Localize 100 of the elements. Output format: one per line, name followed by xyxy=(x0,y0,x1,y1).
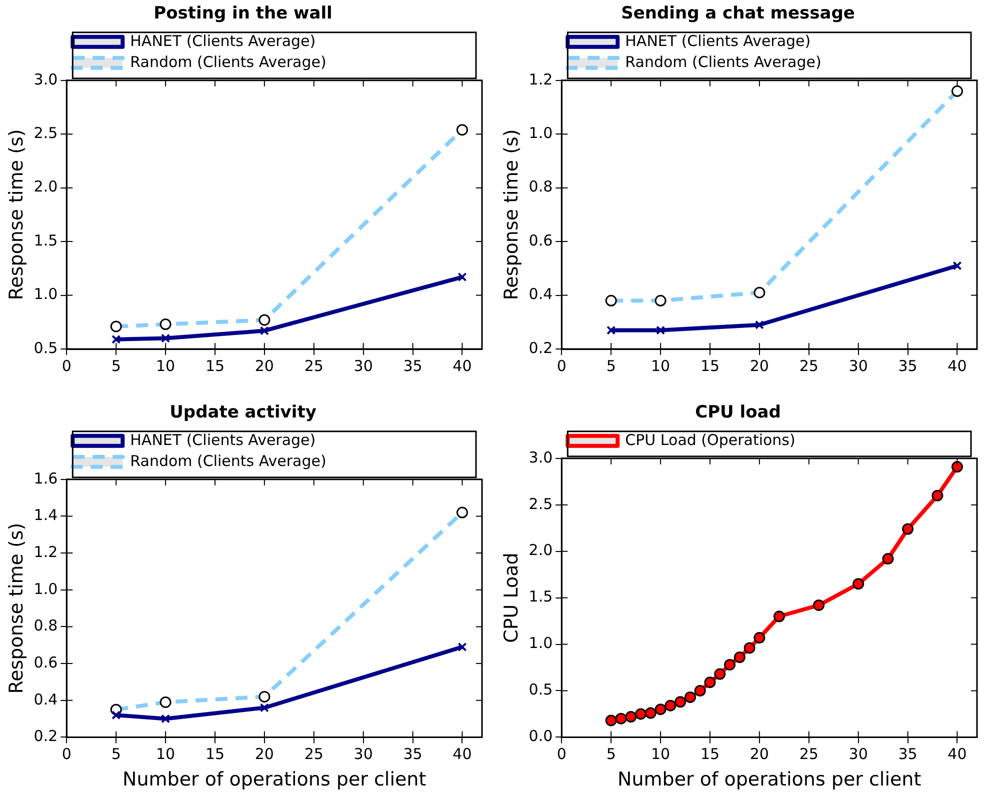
x-tick-label: 20 xyxy=(750,356,769,375)
chart-title: Update activity xyxy=(170,402,316,423)
x-tick-label: 5 xyxy=(606,745,616,764)
x-tick-label: 5 xyxy=(606,356,616,375)
x-tick-label: 35 xyxy=(403,356,422,375)
legend-label: Random (Clients Average) xyxy=(625,52,822,71)
point xyxy=(635,708,647,720)
y-axis-title: CPU Load xyxy=(500,552,522,643)
chart-title: Posting in the wall xyxy=(154,4,332,24)
x-tick-label: 40 xyxy=(948,356,967,375)
x-tick-label: 0 xyxy=(62,356,72,375)
point xyxy=(734,652,746,664)
point xyxy=(694,684,706,696)
point xyxy=(260,326,269,336)
x-tick-label: 15 xyxy=(205,745,225,764)
x-tick-label: 5 xyxy=(111,745,121,764)
point xyxy=(654,704,666,716)
y-tick-label: 0.6 xyxy=(34,653,58,672)
point xyxy=(852,578,864,590)
x-tick-label: 20 xyxy=(254,356,274,375)
point xyxy=(656,326,666,335)
x-tick-label: 30 xyxy=(848,356,868,375)
x-tick-label: 5 xyxy=(111,356,121,375)
legend-label: Random (Clients Average) xyxy=(130,452,326,470)
point xyxy=(161,714,170,724)
x-tick-label: 15 xyxy=(700,745,720,764)
chart-title: Sending a chat message xyxy=(621,4,855,24)
x-tick-label: 35 xyxy=(898,745,918,764)
point xyxy=(882,553,894,565)
x-axis-title: Number of operations per client xyxy=(617,768,922,791)
y-tick-label: 3.0 xyxy=(528,448,553,466)
x-tick-label: 35 xyxy=(403,745,422,764)
y-tick-label: 0.8 xyxy=(528,178,553,196)
point xyxy=(952,261,962,270)
point xyxy=(951,461,963,473)
y-tick-label: 0.0 xyxy=(528,727,553,746)
point xyxy=(112,710,121,720)
point xyxy=(744,642,756,654)
legend-label: CPU Load (Operations) xyxy=(625,430,796,449)
x-tick-label: 15 xyxy=(205,356,225,375)
point xyxy=(605,714,617,726)
x-tick-label: 20 xyxy=(254,745,274,764)
y-axis-title: Response time (s) xyxy=(500,129,522,300)
point xyxy=(112,334,121,344)
point xyxy=(813,599,825,611)
y-tick-label: 1.0 xyxy=(34,285,58,304)
x-tick-label: 25 xyxy=(799,356,818,375)
legend-label: Random (Clients Average) xyxy=(130,52,326,71)
x-tick-label: 40 xyxy=(452,356,472,375)
legend-label: HANET (Clients Average) xyxy=(625,32,811,50)
point xyxy=(932,490,944,502)
point xyxy=(161,334,170,343)
y-tick-label: 1.0 xyxy=(528,634,553,652)
x-tick-label: 30 xyxy=(354,745,373,764)
point xyxy=(615,712,627,724)
x-axis-title: Number of operations per client xyxy=(122,768,426,791)
point xyxy=(684,691,696,703)
x-tick-label: 0 xyxy=(556,356,566,375)
y-tick-label: 2.5 xyxy=(34,124,58,142)
point xyxy=(724,658,736,670)
x-tick-label: 0 xyxy=(62,745,72,764)
point xyxy=(902,523,914,535)
x-tick-label: 40 xyxy=(948,745,967,764)
y-tick-label: 1.5 xyxy=(528,588,553,606)
y-tick-label: 0.5 xyxy=(528,680,553,699)
y-tick-label: 0.5 xyxy=(34,338,58,357)
x-tick-label: 15 xyxy=(700,356,720,375)
y-tick-label: 1.0 xyxy=(34,580,58,598)
point xyxy=(458,272,467,282)
y-tick-label: 2.0 xyxy=(34,178,58,196)
x-tick-label: 35 xyxy=(898,356,918,375)
y-tick-label: 1.0 xyxy=(528,124,553,142)
x-tick-label: 0 xyxy=(556,745,566,764)
y-tick-label: 1.2 xyxy=(528,70,553,88)
y-axis-title: Response time (s) xyxy=(5,522,28,694)
y-tick-label: 1.5 xyxy=(34,231,58,250)
y-tick-label: 1.4 xyxy=(34,506,58,524)
x-tick-label: 10 xyxy=(651,356,670,375)
legend-label: HANET (Clients Average) xyxy=(130,32,316,50)
x-tick-label: 20 xyxy=(750,745,769,764)
x-tick-label: 25 xyxy=(799,745,818,764)
chart-title: CPU load xyxy=(695,402,781,423)
point xyxy=(664,700,676,712)
x-tick-label: 10 xyxy=(156,356,176,375)
point xyxy=(714,668,726,680)
point xyxy=(644,707,656,719)
y-axis-title: Response time (s) xyxy=(5,129,28,300)
y-tick-label: 0.2 xyxy=(34,727,58,746)
y-tick-label: 0.8 xyxy=(34,616,58,635)
y-tick-label: 3.0 xyxy=(34,70,58,88)
point xyxy=(754,320,764,330)
point xyxy=(606,326,616,335)
y-tick-label: 0.4 xyxy=(34,690,58,708)
y-tick-label: 0.6 xyxy=(528,231,553,250)
point xyxy=(625,711,637,723)
x-tick-label: 30 xyxy=(848,745,868,764)
x-tick-label: 30 xyxy=(354,356,373,375)
point xyxy=(260,703,269,712)
y-tick-label: 2.0 xyxy=(528,541,553,560)
point xyxy=(674,696,686,708)
